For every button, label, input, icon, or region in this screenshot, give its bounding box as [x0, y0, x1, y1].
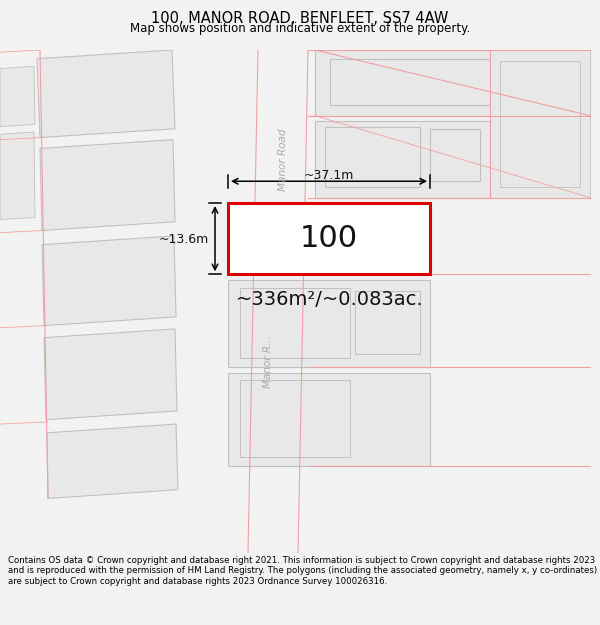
Polygon shape	[325, 126, 420, 187]
Polygon shape	[490, 50, 590, 198]
Polygon shape	[500, 61, 580, 187]
Text: ~37.1m: ~37.1m	[304, 169, 354, 182]
Text: ~13.6m: ~13.6m	[159, 232, 209, 246]
Polygon shape	[355, 291, 420, 354]
Text: 100, MANOR ROAD, BENFLEET, SS7 4AW: 100, MANOR ROAD, BENFLEET, SS7 4AW	[151, 11, 449, 26]
Polygon shape	[40, 139, 175, 231]
Text: ~336m²/~0.083ac.: ~336m²/~0.083ac.	[236, 290, 424, 309]
Polygon shape	[37, 50, 175, 138]
Polygon shape	[240, 380, 350, 457]
Text: Map shows position and indicative extent of the property.: Map shows position and indicative extent…	[130, 22, 470, 35]
Text: Manor Road: Manor Road	[278, 128, 288, 191]
Polygon shape	[315, 121, 490, 198]
Text: Manor R...: Manor R...	[263, 335, 273, 388]
Polygon shape	[228, 280, 430, 367]
Polygon shape	[330, 59, 500, 104]
Polygon shape	[355, 212, 420, 260]
Polygon shape	[228, 203, 430, 274]
Polygon shape	[44, 329, 177, 420]
Text: 100: 100	[300, 224, 358, 253]
Polygon shape	[47, 424, 178, 499]
Text: Contains OS data © Crown copyright and database right 2021. This information is : Contains OS data © Crown copyright and d…	[8, 556, 597, 586]
Polygon shape	[240, 289, 350, 358]
Polygon shape	[0, 132, 35, 219]
Polygon shape	[315, 50, 590, 116]
Polygon shape	[430, 129, 480, 181]
Polygon shape	[228, 203, 430, 274]
Polygon shape	[240, 212, 350, 266]
Polygon shape	[228, 372, 430, 466]
Polygon shape	[0, 66, 35, 126]
Polygon shape	[42, 236, 176, 326]
